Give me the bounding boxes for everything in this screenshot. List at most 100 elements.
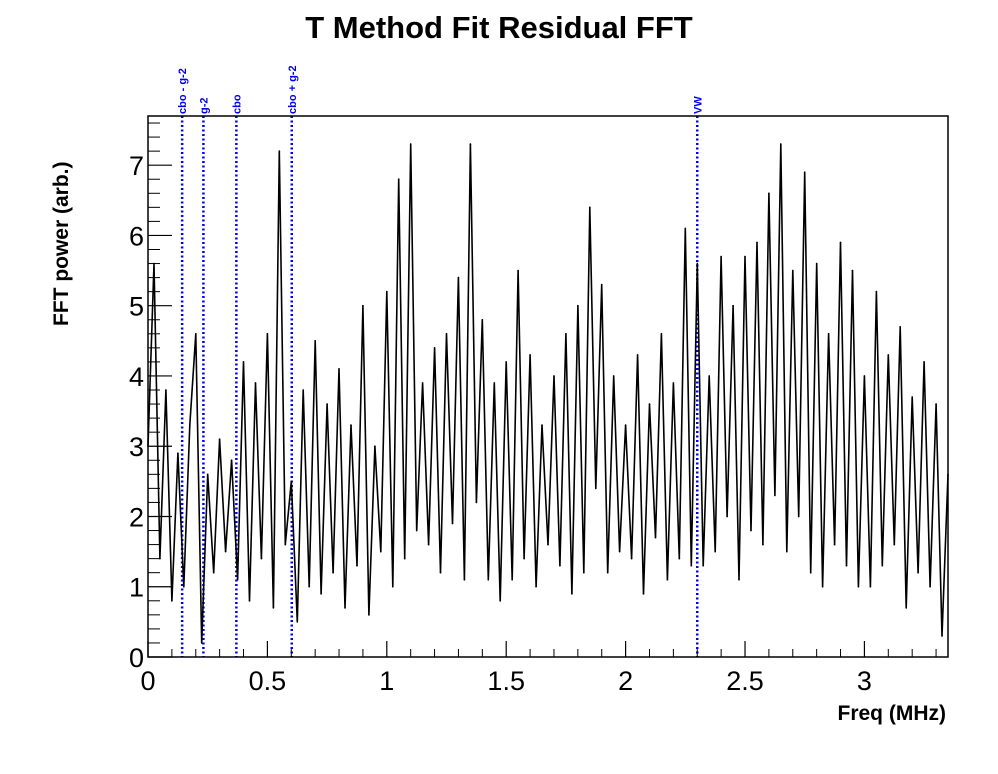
data-point xyxy=(636,354,639,356)
data-point xyxy=(941,635,943,637)
data-point xyxy=(212,571,215,574)
data-point xyxy=(917,571,919,574)
data-point xyxy=(230,459,233,462)
data-point xyxy=(583,571,585,574)
data-point xyxy=(469,143,472,145)
data-point xyxy=(905,607,908,609)
data-point xyxy=(893,543,896,546)
data-point xyxy=(588,206,591,209)
data-point xyxy=(845,564,848,567)
data-point xyxy=(427,543,430,546)
data-point xyxy=(397,178,400,181)
data-point xyxy=(672,382,675,384)
data-point xyxy=(224,550,227,553)
data-point xyxy=(642,592,645,595)
data-point xyxy=(881,564,884,567)
chart-title: T Method Fit Residual FFT xyxy=(305,10,693,45)
data-point xyxy=(887,354,890,356)
marker-label: cbo + g-2 xyxy=(287,65,299,114)
data-point xyxy=(899,325,902,328)
y-tick-label: 2 xyxy=(129,502,144,532)
data-point xyxy=(171,599,173,602)
data-point xyxy=(493,382,496,384)
data-point xyxy=(702,564,705,567)
data-point xyxy=(726,515,728,518)
data-point xyxy=(356,564,358,567)
data-point xyxy=(344,607,346,609)
data-layer xyxy=(147,143,949,644)
data-point xyxy=(296,621,299,623)
data-point xyxy=(762,543,764,546)
data-point xyxy=(236,578,239,581)
data-point xyxy=(391,585,394,588)
data-point xyxy=(338,368,340,370)
data-point xyxy=(744,255,746,258)
data-point xyxy=(618,550,621,553)
data-point xyxy=(541,424,543,426)
y-tick-label: 1 xyxy=(129,573,144,603)
data-point xyxy=(797,515,800,518)
data-point xyxy=(290,480,293,483)
data-point xyxy=(678,557,681,560)
x-tick-label: 2.5 xyxy=(726,666,764,696)
data-point xyxy=(272,607,275,609)
data-point xyxy=(439,571,442,574)
data-point xyxy=(809,571,812,574)
data-point xyxy=(624,424,627,426)
data-point xyxy=(308,585,310,588)
data-point xyxy=(165,389,167,391)
marker-label: g-2 xyxy=(198,98,210,115)
data-point xyxy=(374,445,376,448)
data-point xyxy=(260,557,263,560)
data-point xyxy=(218,438,221,440)
data-point xyxy=(547,543,549,546)
data-point xyxy=(791,269,794,272)
data-point xyxy=(911,396,913,398)
data-point xyxy=(242,361,245,363)
data-point xyxy=(666,578,669,581)
plot-frame xyxy=(147,115,949,658)
y-tick-label: 6 xyxy=(129,221,144,251)
data-point xyxy=(571,592,573,595)
data-point xyxy=(851,269,854,272)
data-point xyxy=(577,304,579,307)
data-point xyxy=(362,304,364,307)
data-point xyxy=(857,585,860,588)
x-tick-label: 0.5 xyxy=(249,666,287,696)
series-line-0 xyxy=(147,143,949,644)
data-point xyxy=(869,585,872,588)
data-point xyxy=(266,333,269,335)
data-point xyxy=(594,487,597,490)
y-axis-label: FFT power (arb.) xyxy=(50,162,73,327)
marker-label: cbo - g-2 xyxy=(177,68,189,114)
data-point xyxy=(630,557,633,560)
data-point xyxy=(684,227,687,230)
data-point xyxy=(511,578,513,581)
data-point xyxy=(774,494,776,497)
data-point xyxy=(696,262,699,265)
x-tick-label: 2 xyxy=(618,666,633,696)
data-point xyxy=(368,614,370,616)
data-point xyxy=(600,283,603,286)
data-point xyxy=(415,529,418,532)
y-tick-label: 0 xyxy=(129,643,144,673)
data-point xyxy=(350,424,352,426)
x-tick-label: 1.5 xyxy=(487,666,525,696)
data-point xyxy=(815,262,818,265)
data-point xyxy=(875,290,878,293)
data-point xyxy=(380,550,382,553)
data-point xyxy=(559,564,561,567)
data-point xyxy=(409,143,412,145)
data-point xyxy=(457,276,460,279)
data-point xyxy=(839,241,842,244)
data-point xyxy=(768,192,770,195)
data-point xyxy=(386,290,388,293)
data-point xyxy=(475,501,478,504)
data-point xyxy=(565,333,567,335)
data-point xyxy=(553,375,555,377)
data-point xyxy=(929,585,931,588)
data-point xyxy=(445,333,448,335)
marker-label: cbo xyxy=(231,94,243,114)
data-point xyxy=(738,578,740,581)
